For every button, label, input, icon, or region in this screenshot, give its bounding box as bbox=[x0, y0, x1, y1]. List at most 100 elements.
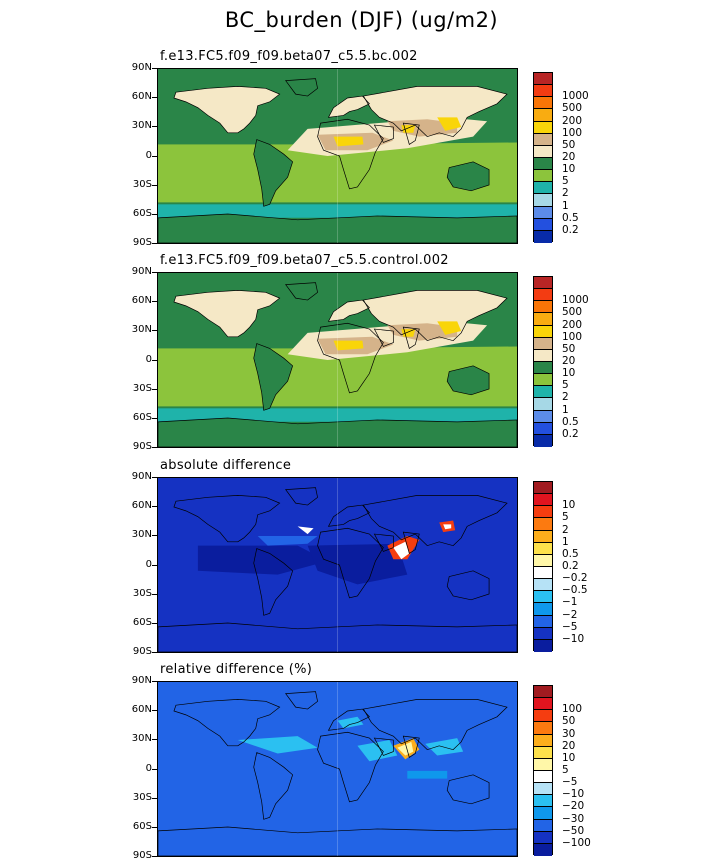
colorbar-label: 5 bbox=[562, 511, 569, 524]
antarctica-field bbox=[158, 418, 517, 447]
lat-tick-label: 30N bbox=[131, 733, 152, 745]
colorbar-swatch bbox=[534, 566, 552, 580]
colorbar-swatch bbox=[534, 494, 552, 507]
colorbar-swatch bbox=[534, 218, 552, 231]
coastline-samerica bbox=[253, 139, 294, 207]
colorbar-swatch bbox=[534, 133, 552, 146]
lat-tick-label: 60S bbox=[132, 411, 152, 423]
colorbar-label: 20 bbox=[562, 355, 576, 367]
colorbar-label: 500 bbox=[562, 102, 583, 115]
lat-tick bbox=[152, 417, 157, 419]
coastline-namerica bbox=[173, 86, 281, 134]
africa-deep bbox=[307, 543, 408, 585]
coastline-africa bbox=[317, 527, 384, 599]
colorbar-label: 5 bbox=[562, 379, 569, 392]
colorbar-label: 10 bbox=[562, 751, 576, 764]
indian-ocean-light bbox=[407, 770, 448, 779]
small-white-patch bbox=[297, 526, 314, 535]
colorbar-label: −1 bbox=[562, 596, 578, 609]
lat-tick bbox=[152, 856, 157, 857]
coastline-antarctica bbox=[158, 622, 517, 652]
colorbar-label: 5 bbox=[562, 175, 569, 188]
lat-tick bbox=[152, 68, 157, 69]
colorbar-label: −20 bbox=[562, 800, 585, 813]
lat-tick-label: 90S bbox=[132, 850, 152, 861]
lat-tick-label: 0 bbox=[145, 353, 152, 365]
colorbar-swatch bbox=[534, 386, 552, 399]
lat-tick-label: 90N bbox=[131, 675, 152, 686]
colorbar bbox=[533, 481, 553, 652]
sahel-core bbox=[333, 340, 364, 351]
colorbar-swatch bbox=[534, 301, 552, 314]
colorbar-swatch bbox=[534, 530, 552, 543]
colorbar-label: 2 bbox=[562, 523, 569, 536]
coastline-greenland bbox=[284, 78, 318, 97]
colorbar-label: 500 bbox=[562, 306, 583, 319]
bay-light bbox=[425, 738, 464, 756]
lat-tick-label: 60N bbox=[131, 500, 152, 512]
coastline-india bbox=[402, 122, 420, 145]
lat-tick bbox=[152, 506, 157, 508]
colorbar-label: 1 bbox=[562, 403, 569, 416]
coastline-samerica bbox=[253, 343, 294, 411]
map-svg bbox=[158, 273, 517, 447]
lat-tick bbox=[152, 126, 157, 128]
colorbar-swatch bbox=[534, 686, 552, 699]
lat-tick bbox=[152, 622, 157, 624]
colorbar-label: −0.5 bbox=[562, 584, 588, 597]
lat-tick bbox=[152, 564, 157, 566]
coastline-antarctica bbox=[158, 213, 517, 243]
colorbar-swatch bbox=[534, 337, 552, 350]
south-america-field bbox=[253, 343, 293, 411]
lat-tick bbox=[152, 535, 157, 537]
north-america-field bbox=[173, 86, 280, 133]
colorbar-swatch bbox=[534, 758, 552, 771]
colorbar-label: 0.2 bbox=[562, 223, 579, 236]
colorbar-swatch bbox=[534, 121, 552, 134]
lat-tick-label: 30S bbox=[132, 382, 152, 394]
colorbar-swatch bbox=[534, 579, 552, 592]
colorbar-label: 10 bbox=[562, 367, 576, 380]
colorbar-label: 200 bbox=[562, 318, 583, 331]
colorbar-label: 50 bbox=[562, 138, 576, 151]
lat-tick-label: 90N bbox=[131, 266, 152, 277]
coastline-samerica bbox=[253, 752, 294, 820]
antarctica-field bbox=[158, 214, 517, 243]
coastline-india bbox=[402, 531, 420, 554]
colorbar-swatch bbox=[534, 374, 552, 387]
coastline-australia bbox=[446, 570, 490, 601]
colorbar-label: −0.2 bbox=[562, 572, 588, 585]
lat-tick bbox=[152, 301, 157, 303]
south-america-field bbox=[253, 139, 293, 207]
coastline-arabia bbox=[373, 124, 394, 143]
colorbar-swatch bbox=[534, 627, 552, 640]
lat-tick-label: 30N bbox=[131, 324, 152, 336]
lat-tick bbox=[152, 243, 157, 244]
panel-title: absolute difference bbox=[160, 458, 292, 473]
colorbar-swatch bbox=[534, 422, 552, 435]
europe-field bbox=[328, 300, 370, 322]
colorbar-label: 50 bbox=[562, 342, 576, 355]
colorbar-swatch bbox=[534, 734, 552, 747]
lat-tick bbox=[152, 710, 157, 712]
colorbar-swatch bbox=[534, 506, 552, 519]
coastline-europe bbox=[327, 708, 370, 731]
colorbar-swatch bbox=[534, 843, 552, 856]
lat-tick-label: 60S bbox=[132, 820, 152, 832]
australia-field bbox=[447, 365, 490, 395]
coastline-australia bbox=[446, 365, 490, 396]
southern-ocean-band bbox=[158, 204, 517, 218]
colorbar-label: −5 bbox=[562, 620, 578, 633]
lat-tick-label: 30S bbox=[132, 587, 152, 599]
lat-tick bbox=[152, 97, 157, 99]
southern-ocean-band bbox=[158, 408, 517, 422]
colorbar-swatch bbox=[534, 639, 552, 652]
lat-tick bbox=[152, 272, 157, 273]
coastline-australia bbox=[446, 161, 490, 192]
colorbar-swatch bbox=[534, 434, 552, 447]
colorbar-label: 10 bbox=[562, 499, 576, 512]
china-core bbox=[437, 321, 462, 335]
colorbar bbox=[533, 276, 553, 447]
coastline-greenland bbox=[284, 282, 318, 301]
colorbar-label: 0.5 bbox=[562, 211, 579, 224]
